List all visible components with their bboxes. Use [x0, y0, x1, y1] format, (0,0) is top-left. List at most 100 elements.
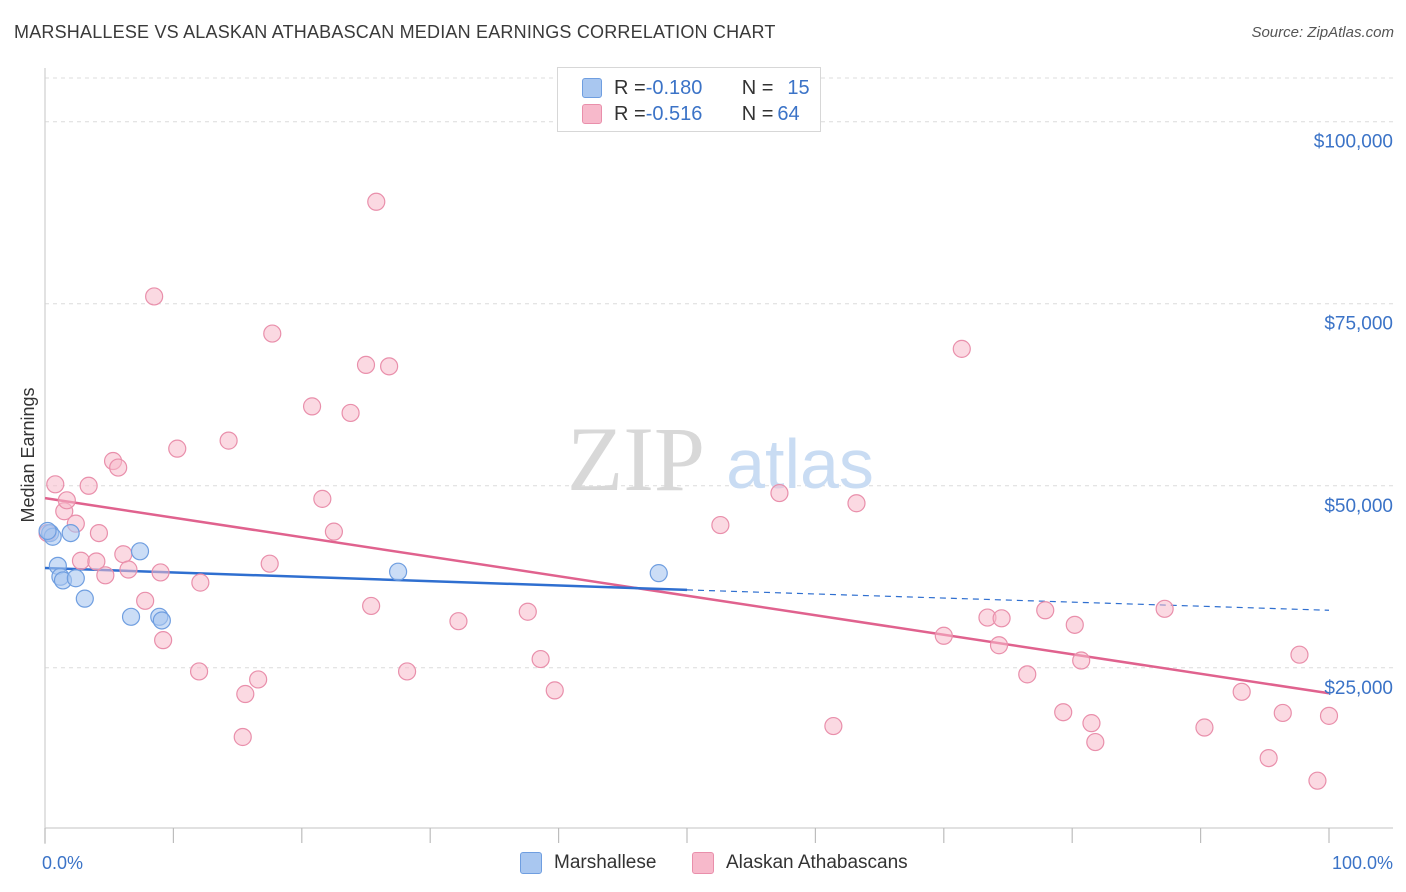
data-point-alaskan-athabascans	[219, 431, 238, 450]
data-point-alaskan-athabascans	[1232, 682, 1251, 701]
data-point-alaskan-athabascans	[1319, 706, 1339, 725]
data-point-alaskan-athabascans	[847, 494, 866, 513]
watermark: ZIP atlas	[567, 408, 874, 510]
chart-title: MARSHALLESE VS ALASKAN ATHABASCAN MEDIAN…	[14, 22, 776, 42]
trend-lines	[44, 496, 1330, 695]
data-point-alaskan-athabascans	[711, 515, 730, 535]
data-point-alaskan-athabascans	[233, 727, 252, 747]
data-point-alaskan-athabascans	[249, 670, 268, 689]
data-point-alaskan-athabascans	[189, 662, 209, 681]
data-point-marshallese	[66, 569, 85, 588]
axes	[44, 68, 1393, 844]
data-point-alaskan-athabascans	[324, 522, 343, 541]
data-point-alaskan-athabascans	[1259, 748, 1278, 768]
data-point-alaskan-athabascans	[992, 609, 1011, 628]
data-point-alaskan-athabascans	[136, 591, 155, 610]
data-point-alaskan-athabascans	[397, 662, 417, 681]
legend-row-alaskan-athabascans: R = -0.516 N = 64	[582, 102, 800, 126]
x-tick-label-max: 100.0%	[1332, 853, 1393, 873]
x-tick-label-min: 0.0%	[42, 853, 83, 873]
trendline-marshallese	[44, 566, 688, 592]
legend-swatch-pink	[692, 852, 714, 874]
legend-swatch-pink	[582, 104, 602, 124]
data-point-alaskan-athabascans	[1082, 714, 1101, 733]
data-point-marshallese	[152, 611, 171, 630]
legend-n-label: N =	[741, 102, 774, 125]
data-point-alaskan-athabascans	[260, 554, 279, 573]
series-marshallese	[38, 521, 668, 630]
legend-n-value: 15	[787, 76, 810, 99]
data-point-alaskan-athabascans	[236, 684, 255, 704]
legend-label: Alaskan Athabascans	[726, 852, 908, 873]
data-point-alaskan-athabascans	[57, 491, 76, 510]
data-point-alaskan-athabascans	[770, 483, 789, 503]
data-point-alaskan-athabascans	[46, 475, 65, 494]
data-point-alaskan-athabascans	[952, 339, 971, 358]
data-point-alaskan-athabascans	[191, 573, 210, 592]
data-point-alaskan-athabascans	[1086, 732, 1105, 752]
data-point-alaskan-athabascans	[1065, 615, 1084, 634]
legend-swatch-blue	[520, 852, 542, 874]
y-axis-label: Median Earnings	[18, 387, 38, 522]
legend-r-label: R =	[614, 102, 646, 125]
trendline-marshallese-extension	[686, 589, 1330, 611]
data-point-alaskan-athabascans	[1308, 771, 1327, 790]
data-point-alaskan-athabascans	[1273, 703, 1292, 723]
data-point-alaskan-athabascans	[145, 287, 164, 306]
data-point-alaskan-athabascans	[71, 551, 91, 570]
series-legend: Marshallese Alaskan Athabascans	[0, 850, 1406, 878]
legend-r-value: -0.516	[645, 102, 703, 125]
y-tick-label: $25,000	[1324, 678, 1393, 699]
data-point-alaskan-athabascans	[302, 397, 322, 416]
data-point-alaskan-athabascans	[934, 626, 953, 645]
legend-n-value: 64	[777, 102, 800, 125]
data-point-alaskan-athabascans	[168, 439, 187, 458]
data-point-alaskan-athabascans	[531, 649, 550, 669]
data-point-alaskan-athabascans	[824, 716, 843, 736]
data-point-alaskan-athabascans	[341, 403, 360, 423]
data-point-alaskan-athabascans	[87, 552, 106, 571]
data-point-alaskan-athabascans	[96, 566, 115, 585]
data-point-alaskan-athabascans	[263, 324, 282, 343]
legend-r-value: -0.180	[645, 76, 703, 99]
data-point-alaskan-athabascans	[1054, 703, 1073, 722]
axis-labels: $25,000 $50,000 $75,000 $100,000 0.0% 100.0% M…	[18, 132, 1393, 873]
data-point-alaskan-athabascans	[119, 560, 138, 579]
correlation-legend: R = -0.180 N = 15 R = -0.516 N = 64	[557, 67, 821, 132]
data-point-alaskan-athabascans	[380, 357, 399, 376]
data-point-alaskan-athabascans	[545, 681, 564, 700]
legend-n-label: N =	[741, 76, 774, 99]
data-point-alaskan-athabascans	[151, 563, 170, 582]
data-point-marshallese	[649, 564, 668, 583]
legend-item-alaskan-athabascans[interactable]: Alaskan Athabascans	[692, 852, 908, 874]
trendline-alaskan-athabascans	[44, 496, 1330, 695]
data-point-marshallese	[75, 589, 94, 608]
data-point-alaskan-athabascans	[313, 489, 332, 508]
legend-label: Marshallese	[554, 852, 657, 873]
data-point-marshallese	[61, 523, 80, 543]
legend-swatch-blue	[582, 78, 602, 98]
data-point-alaskan-athabascans	[1036, 601, 1055, 620]
y-tick-label: $50,000	[1324, 496, 1393, 517]
chart-source: Source: ZipAtlas.com	[1251, 24, 1394, 41]
data-point-marshallese	[130, 542, 150, 561]
legend-row-marshallese: R = -0.180 N = 15	[582, 76, 810, 100]
data-point-alaskan-athabascans	[1290, 645, 1309, 664]
data-point-alaskan-athabascans	[1155, 599, 1174, 618]
grid-lines	[45, 77, 1393, 669]
data-point-marshallese	[389, 562, 408, 581]
data-point-alaskan-athabascans	[356, 355, 376, 374]
data-point-alaskan-athabascans	[1072, 651, 1091, 670]
data-point-alaskan-athabascans	[518, 602, 537, 621]
data-point-marshallese	[38, 521, 57, 541]
data-point-alaskan-athabascans	[367, 192, 386, 211]
data-point-alaskan-athabascans	[1018, 665, 1037, 684]
data-point-alaskan-athabascans	[89, 523, 109, 543]
legend-r-label: R =	[614, 76, 646, 99]
legend-item-marshallese[interactable]: Marshallese	[520, 852, 656, 874]
data-point-alaskan-athabascans	[362, 596, 381, 616]
data-point-alaskan-athabascans	[109, 458, 128, 477]
data-point-alaskan-athabascans	[79, 476, 98, 495]
y-tick-label: $100,000	[1314, 132, 1393, 153]
